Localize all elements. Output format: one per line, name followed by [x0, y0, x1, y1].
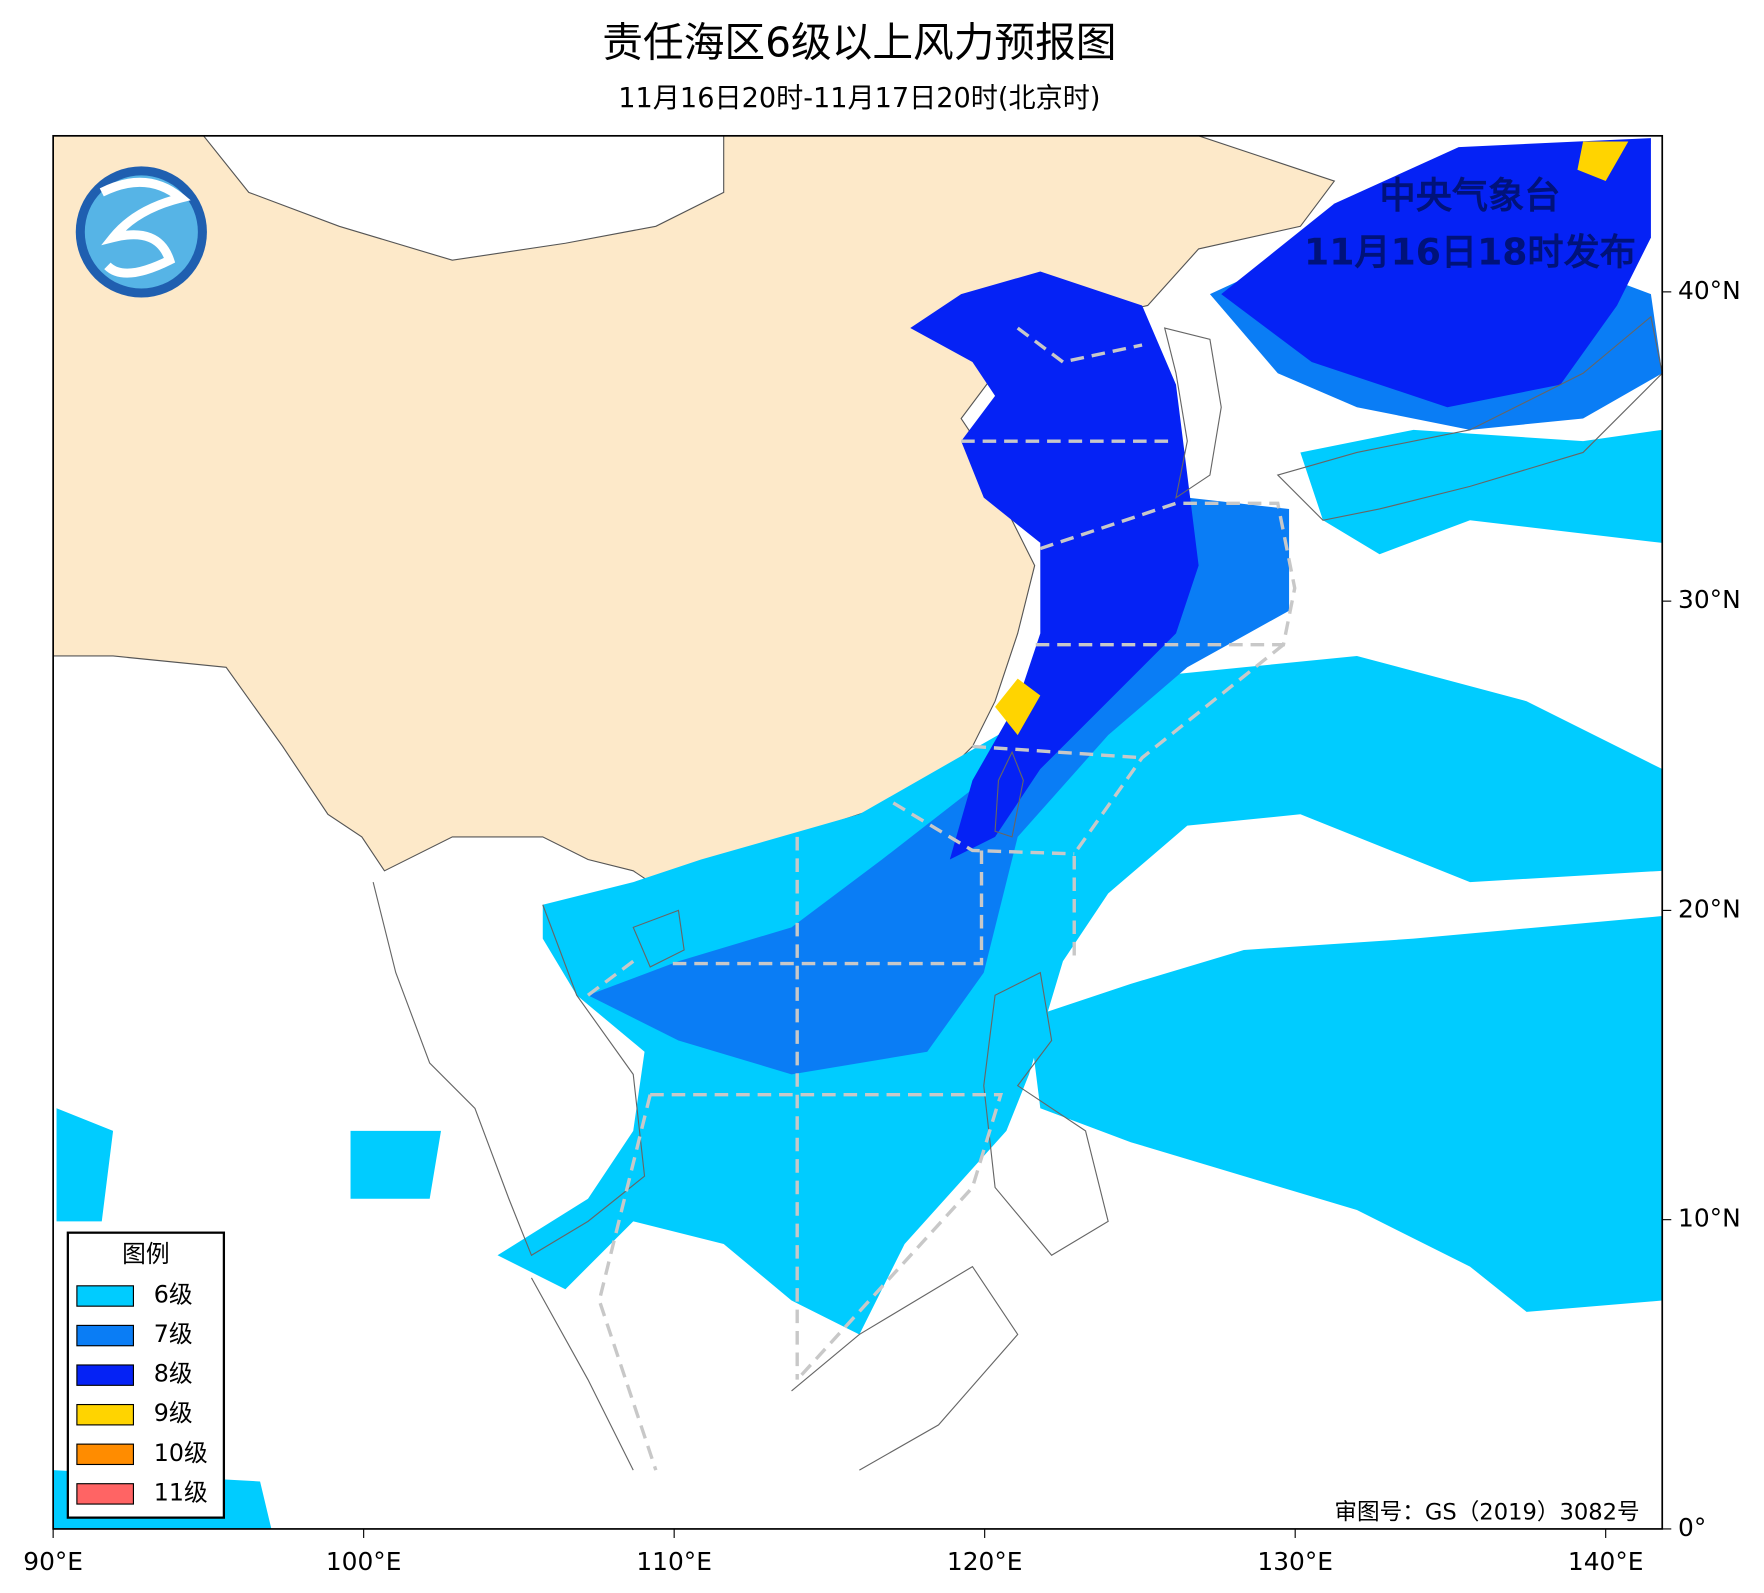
- issued: 11月16日18时发布: [1304, 231, 1636, 274]
- taiwan: [994, 750, 1024, 838]
- map: 中央气象台 11月16日18时发布 审图号：GS（2019）3082号 图例 6…: [53, 135, 1663, 1529]
- x-tick-label: 100°E: [326, 1547, 402, 1576]
- legend-label: 10级: [154, 1439, 208, 1467]
- y-tick-label: 30°N: [1678, 585, 1741, 614]
- legend-swatch: [76, 1443, 134, 1466]
- title: 责任海区6级以上风力预报图: [602, 18, 1116, 66]
- southeast-asia: [372, 881, 1019, 1471]
- wind-area: [1029, 916, 1663, 1312]
- wind-area: [910, 271, 1199, 860]
- x-tick-label: 110°E: [636, 1547, 712, 1576]
- legend-swatch: [76, 1364, 134, 1386]
- approval: 审图号：GS（2019）3082号: [1334, 1500, 1639, 1526]
- y-tick-label: 10°N: [1678, 1204, 1741, 1233]
- hainan: [632, 909, 685, 968]
- legend-label: 6级: [154, 1280, 193, 1308]
- x-tick-label: 140°E: [1568, 1547, 1644, 1576]
- legend-swatch: [76, 1483, 134, 1505]
- y-tick-label: 20°N: [1678, 894, 1741, 923]
- x-tick-label: 90°E: [23, 1547, 83, 1576]
- legend-swatch: [76, 1285, 134, 1307]
- agency: 中央气象台: [1380, 174, 1561, 217]
- wind-areas: [53, 138, 1663, 1529]
- legend-label: 11级: [154, 1478, 208, 1506]
- legend-label: 8级: [154, 1360, 193, 1388]
- wind-area: [1221, 138, 1651, 408]
- zones: [586, 326, 1297, 1471]
- legend-label: 9级: [154, 1399, 193, 1427]
- legend-label: 7级: [154, 1320, 193, 1348]
- legend-swatch: [76, 1403, 134, 1426]
- japan: [1276, 315, 1663, 521]
- legend: 图例 6级 7级 8级 9级 10级 11级: [66, 1231, 226, 1519]
- x-tick-label: 120°E: [947, 1547, 1023, 1576]
- legend-swatch: [76, 1324, 134, 1347]
- frame: [52, 134, 1664, 1530]
- y-tick-label: 0°: [1678, 1513, 1706, 1542]
- wind-area: [497, 655, 1663, 1335]
- legend-title: 图例: [122, 1240, 169, 1268]
- x-tick-label: 130°E: [1257, 1547, 1333, 1576]
- subtitle: 11月16日20时-11月17日20时(北京时): [618, 83, 1100, 114]
- y-tick-label: 40°N: [1678, 276, 1741, 305]
- wind-area: [1300, 429, 1663, 555]
- korea: [1163, 327, 1222, 499]
- logo: [75, 166, 207, 298]
